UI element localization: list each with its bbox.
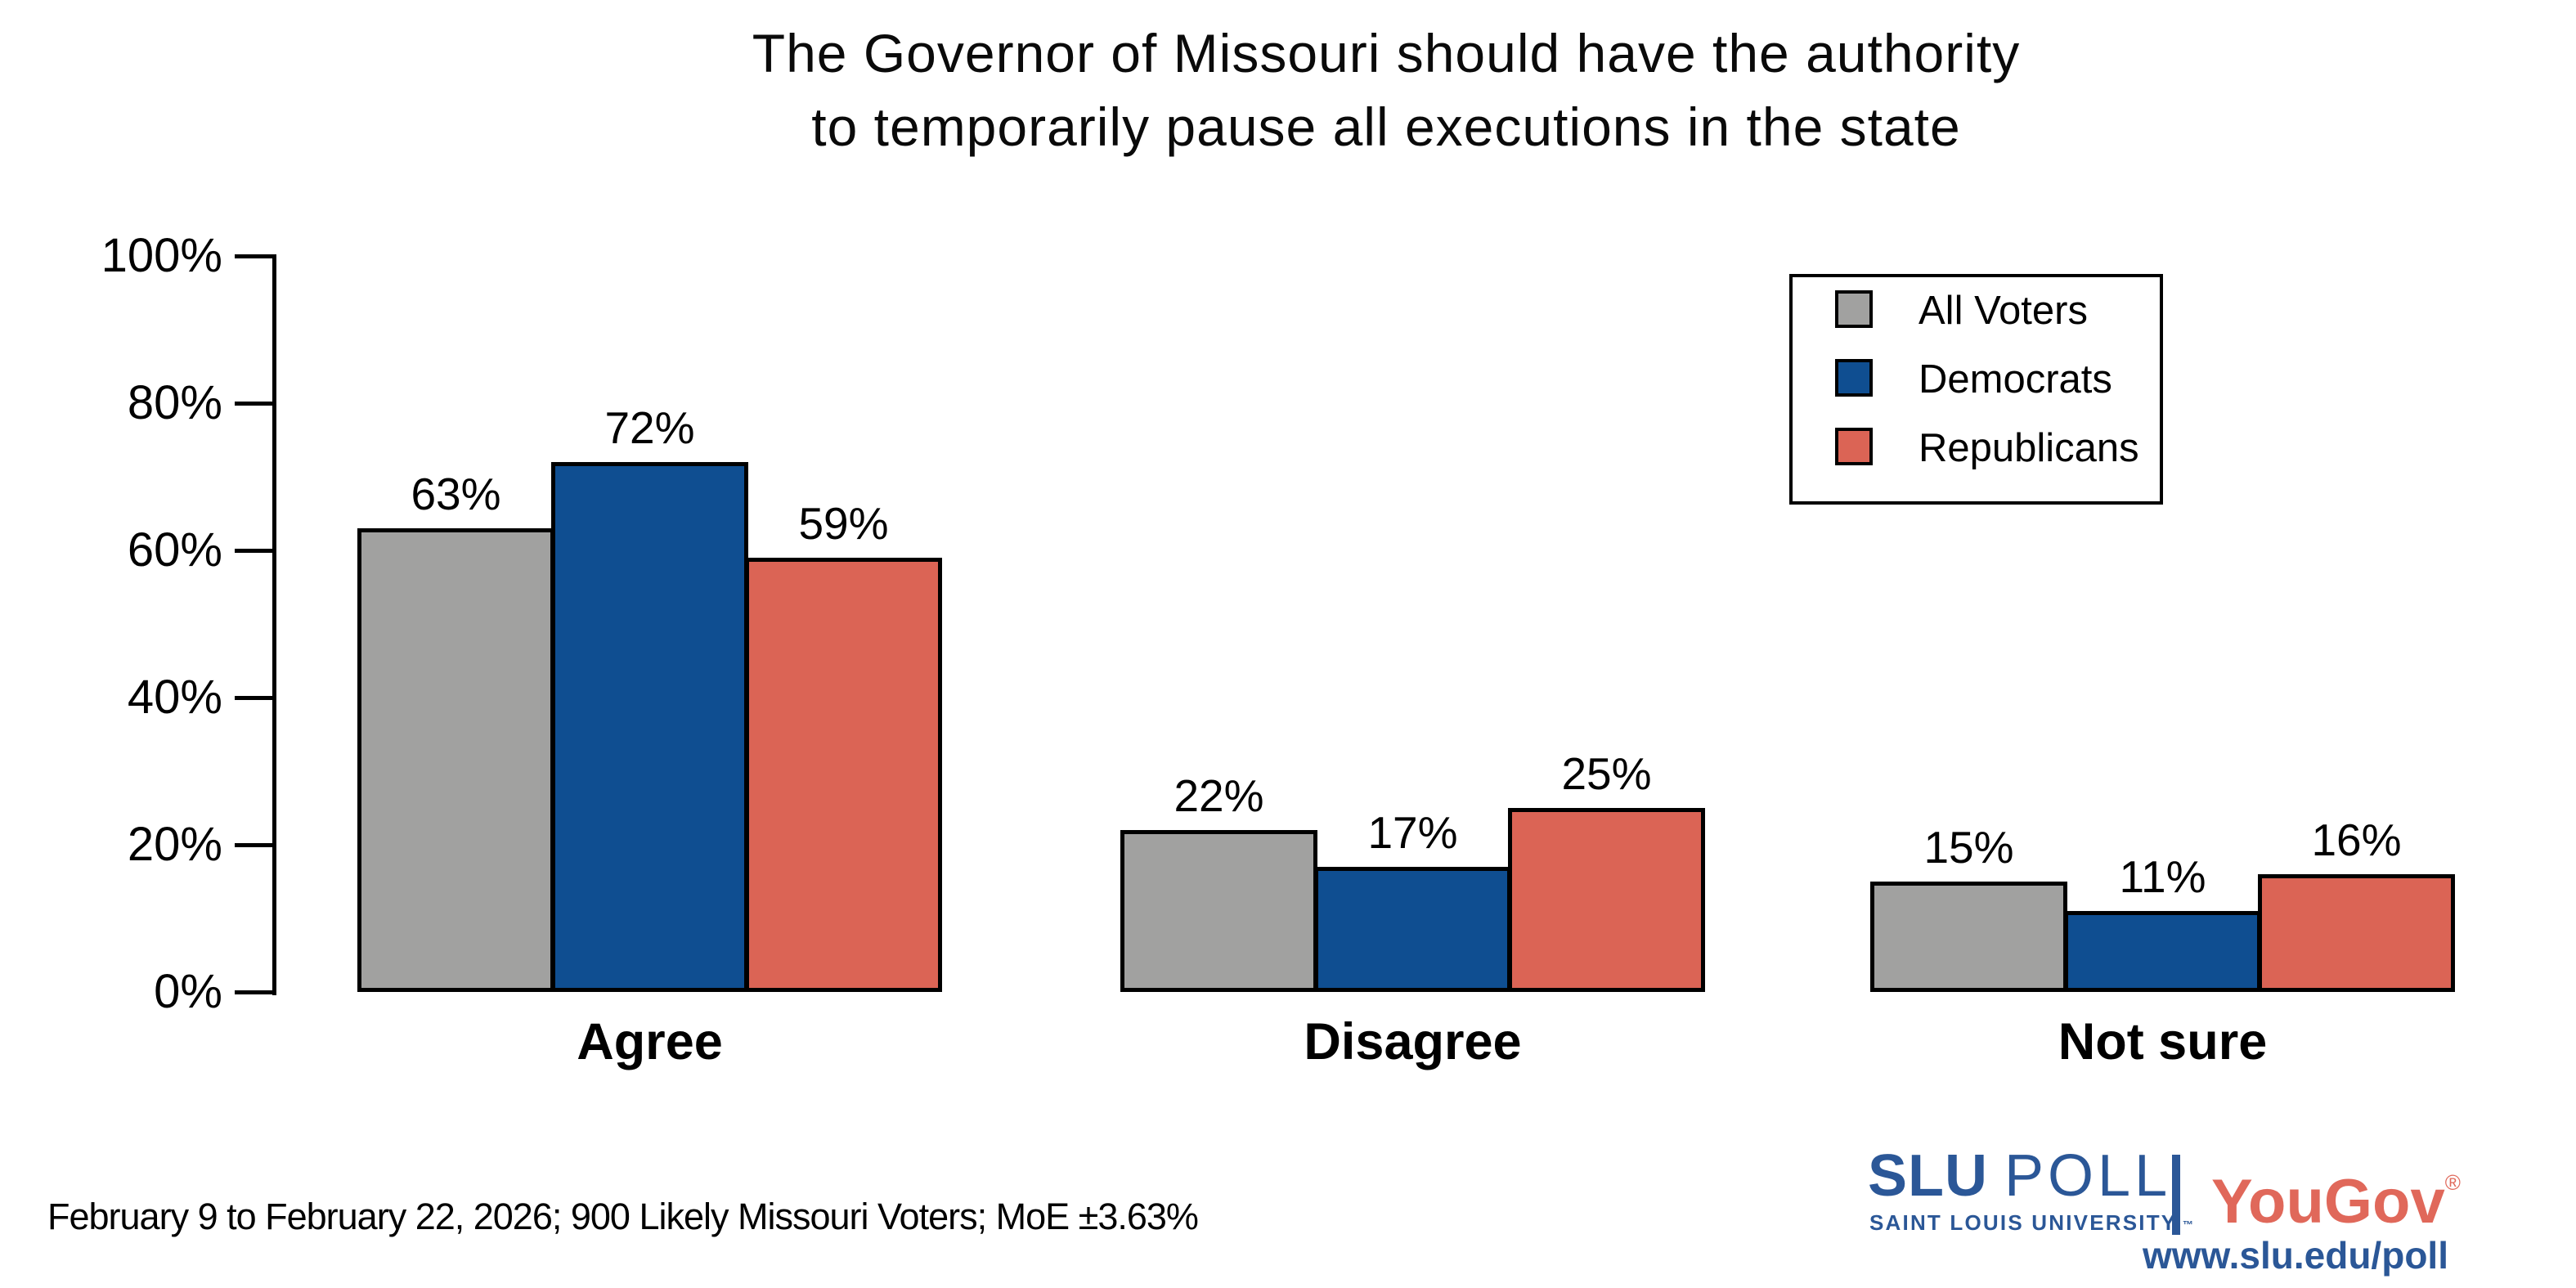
bar-value-label: 11%	[2119, 851, 2206, 902]
yougov-text: YouGov	[2211, 1167, 2445, 1236]
bar-value-label: 59%	[798, 498, 889, 549]
slu-poll-logo-slu: SLU	[1868, 1143, 1988, 1209]
legend-label-republicans: Republicans	[1919, 426, 2139, 470]
bar-republicans-not-sure	[2258, 874, 2455, 992]
bar-value-label: 17%	[1367, 807, 1458, 858]
slu-university-text: SAINT LOUIS UNIVERSITY.	[1869, 1210, 2183, 1235]
yougov-logo: YouGov®	[2211, 1151, 2461, 1233]
bar-all-voters-disagree	[1120, 830, 1317, 992]
slu-poll-logo-poll: POLL	[2004, 1143, 2172, 1209]
legend-swatch-democrats	[1835, 359, 1873, 397]
y-tick-label-100%: 100%	[101, 229, 222, 282]
bar-all-voters-not-sure	[1870, 882, 2067, 992]
bar-value-label: 16%	[2311, 815, 2402, 865]
legend-label-democrats: Democrats	[1919, 357, 2112, 402]
y-tick-60%	[235, 549, 272, 553]
brand-separator-bar	[2172, 1155, 2180, 1235]
y-tick-label-60%: 60%	[127, 523, 222, 577]
chart-title-line1: The Governor of Missouri should have the…	[752, 23, 2021, 83]
category-label-disagree: Disagree	[1304, 1013, 1522, 1070]
chart-title: The Governor of Missouri should have the…	[278, 16, 2494, 164]
bar-all-voters-agree	[357, 528, 554, 992]
category-label-agree: Agree	[577, 1013, 723, 1070]
bar-democrats-not-sure	[2064, 911, 2261, 992]
legend-label-all-voters: All Voters	[1919, 289, 2088, 333]
y-tick-label-40%: 40%	[127, 671, 222, 724]
y-tick-80%	[235, 402, 272, 406]
y-tick-20%	[235, 843, 272, 847]
slu-university-wordmark: SAINT LOUIS UNIVERSITY.™	[1869, 1210, 2193, 1236]
bar-republicans-disagree	[1508, 808, 1705, 992]
bar-value-label: 63%	[411, 469, 501, 519]
legend-swatch-all-voters	[1835, 290, 1873, 328]
y-axis-line	[272, 254, 276, 995]
methodology-note: February 9 to February 22, 2026; 900 Lik…	[47, 1196, 1199, 1237]
bar-republicans-agree	[745, 558, 942, 992]
trademark-symbol: ™	[2182, 1218, 2193, 1231]
legend-swatch-republicans	[1835, 428, 1873, 465]
slu-poll-url: www.slu.edu/poll	[2143, 1234, 2448, 1277]
bar-value-label: 72%	[604, 402, 695, 453]
y-tick-label-80%: 80%	[127, 376, 222, 429]
y-tick-0%	[235, 990, 272, 994]
y-tick-label-20%: 20%	[127, 818, 222, 871]
y-tick-100%	[235, 254, 272, 258]
legend: All Voters Democrats Republicans	[1789, 274, 2163, 505]
bar-value-label: 25%	[1561, 748, 1652, 799]
chart-title-line2: to temporarily pause all executions in t…	[811, 96, 1961, 157]
bar-value-label: 22%	[1174, 770, 1264, 821]
bar-value-label: 15%	[1923, 822, 2014, 873]
bar-democrats-agree	[551, 462, 748, 992]
category-label-not-sure: Not sure	[2058, 1013, 2268, 1070]
slu-poll-logo: SLU POLL	[1868, 1147, 2171, 1205]
y-tick-40%	[235, 696, 272, 700]
bar-democrats-disagree	[1314, 867, 1511, 992]
y-tick-label-0%: 0%	[154, 965, 222, 1018]
registered-symbol: ®	[2444, 1170, 2461, 1195]
